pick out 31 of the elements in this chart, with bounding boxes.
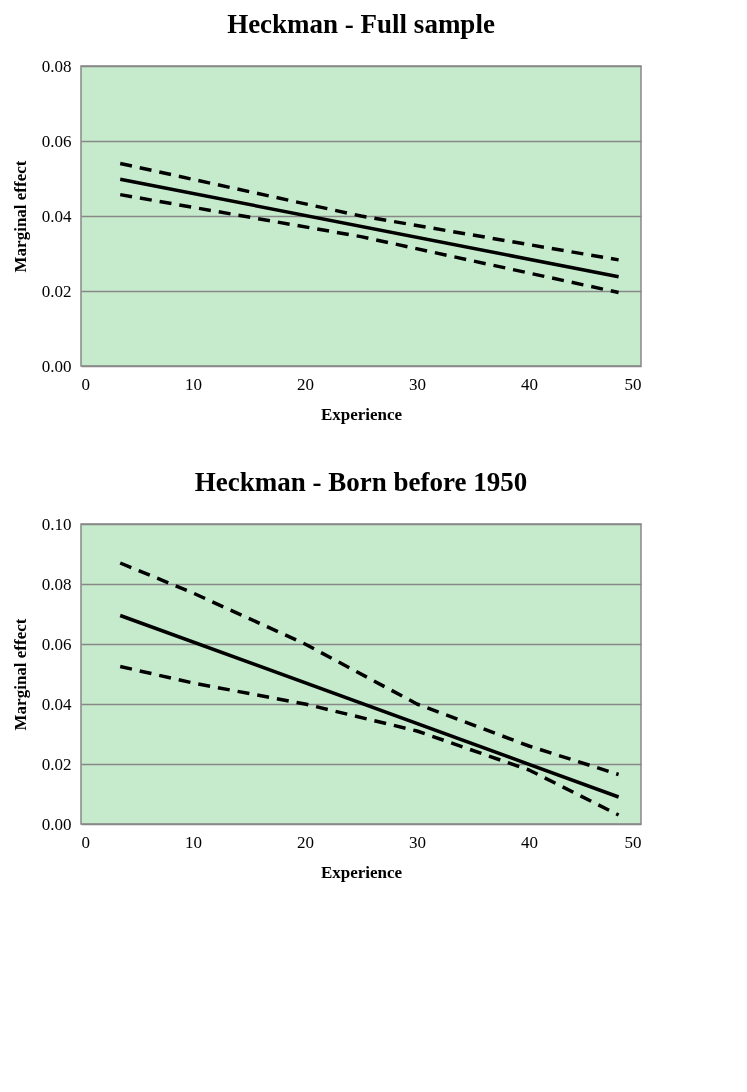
y-tick-label: 0.06: [41, 131, 72, 151]
x-tick-label: 40: [521, 374, 538, 394]
line-series: [118, 561, 621, 777]
x-tick-label: 10: [185, 832, 202, 852]
x-tick-label: 20: [297, 374, 314, 394]
x-tick-label: 40: [521, 832, 538, 852]
y-tick-label: 0.10: [41, 514, 72, 534]
y-tick-label: 0.08: [41, 56, 72, 76]
y-axis-title: Marginal effect: [10, 160, 30, 273]
chart-title: Heckman - Full sample: [227, 9, 495, 39]
y-tick-label: 0.00: [41, 814, 72, 834]
x-tick-label: 50: [624, 832, 642, 852]
x-tick-label: 0: [81, 832, 90, 852]
y-tick-label: 0.08: [41, 574, 72, 594]
line-series: [118, 664, 621, 817]
x-axis-title: Experience: [320, 404, 403, 424]
x-tick-label: 30: [409, 832, 426, 852]
x-tick-label: 50: [624, 374, 642, 394]
x-tick-label: 30: [409, 374, 426, 394]
x-axis-title: Experience: [320, 862, 403, 882]
y-tick-label: 0.04: [41, 206, 72, 226]
y-tick-label: 0.02: [41, 754, 72, 774]
x-tick-label: 0: [81, 374, 90, 394]
y-tick-label: 0.06: [41, 634, 72, 654]
x-tick-label: 20: [297, 832, 314, 852]
y-tick-label: 0.00: [41, 356, 72, 376]
x-tick-label: 10: [185, 374, 202, 394]
y-axis-title: Marginal effect: [10, 618, 30, 731]
chart-title: Heckman - Born before 1950: [194, 467, 528, 497]
y-tick-label: 0.02: [41, 281, 72, 301]
y-tick-label: 0.04: [41, 694, 72, 714]
